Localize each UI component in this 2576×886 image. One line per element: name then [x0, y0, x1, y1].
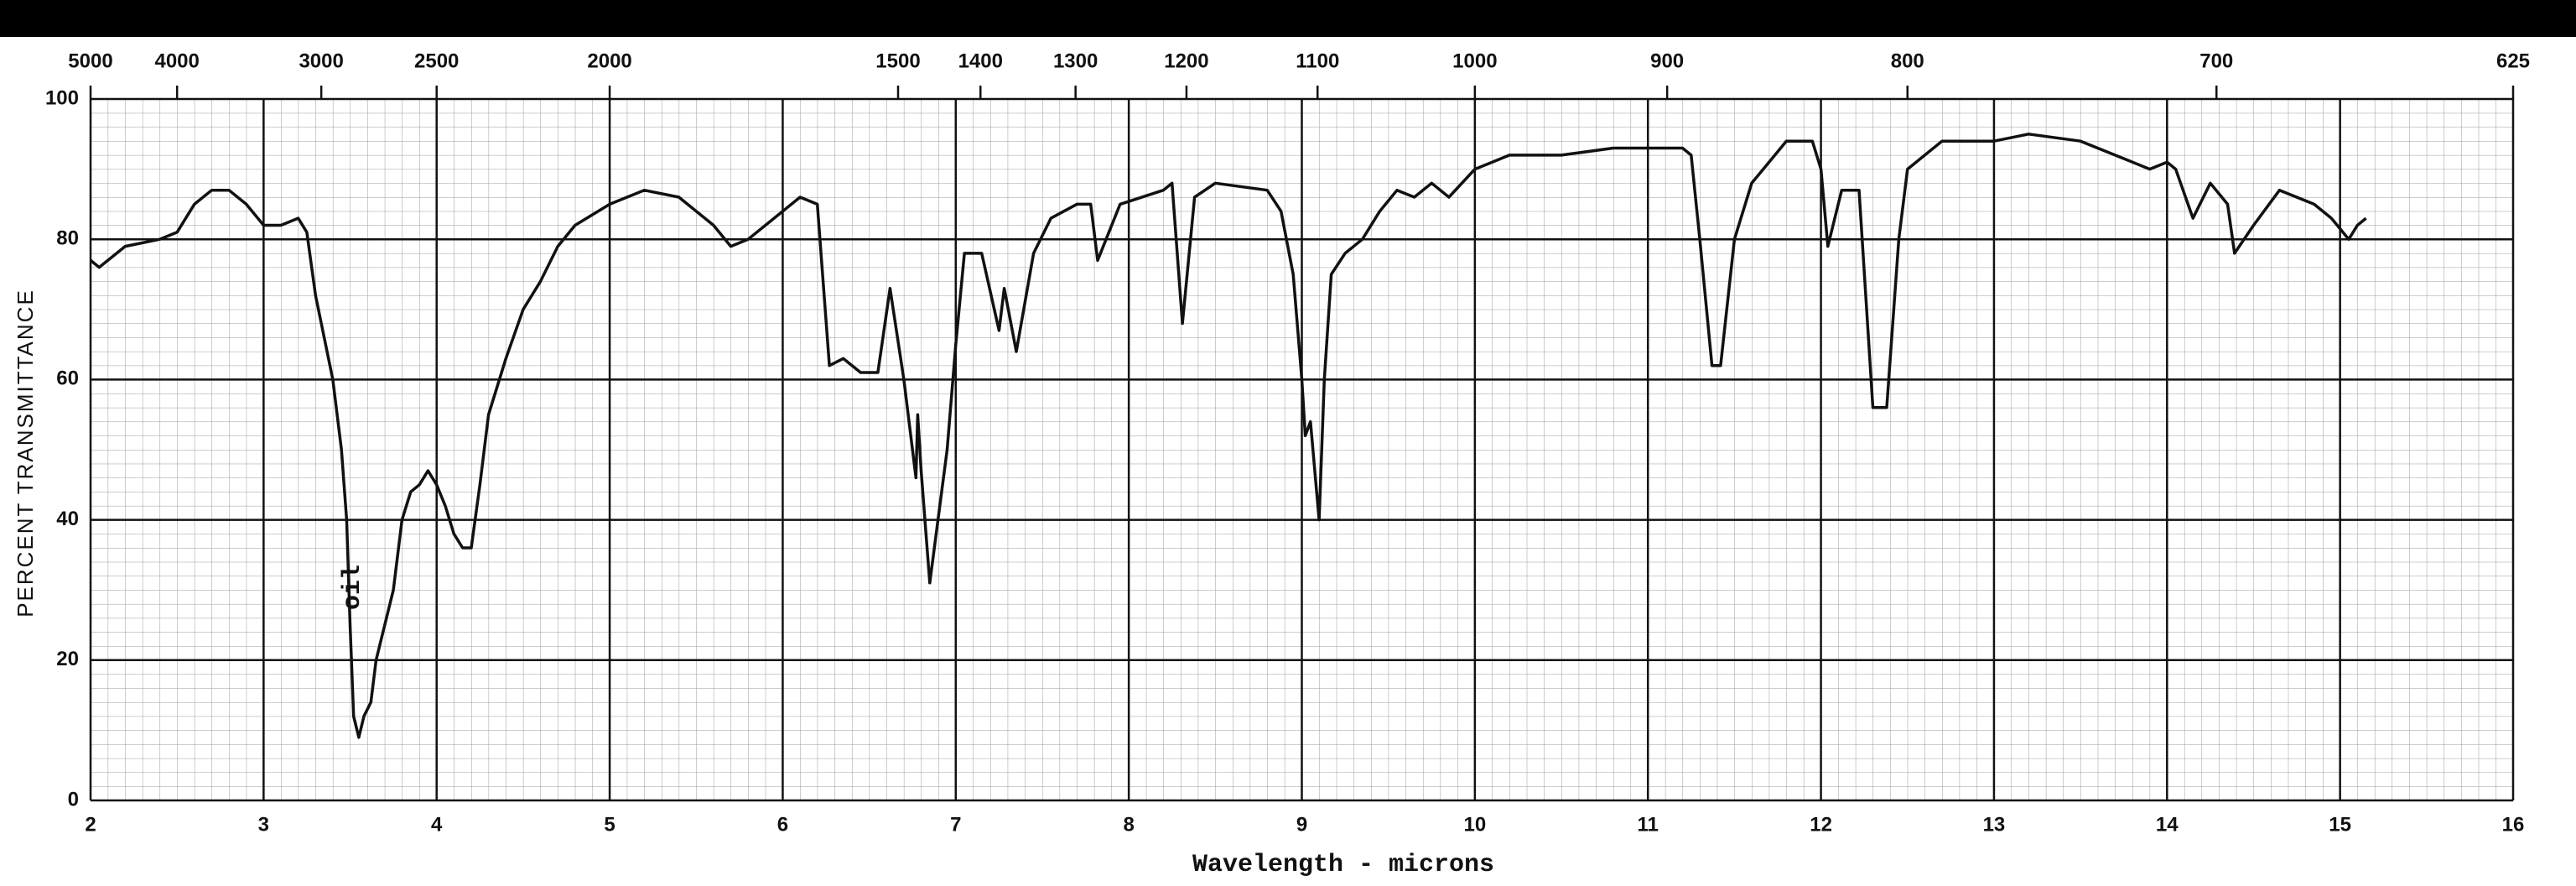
x2-tick-label: 1500 [875, 50, 920, 72]
x2-tick-label: 1300 [1053, 50, 1098, 72]
x2-tick-label: 1100 [1296, 50, 1339, 72]
x-tick-label: 9 [1296, 813, 1307, 836]
x-axis-label: Wavelength - microns [1192, 851, 1494, 879]
x2-tick-label: 625 [2496, 50, 2530, 72]
x2-tick-label: 700 [2199, 50, 2233, 72]
annotation: oil [339, 565, 367, 610]
x2-tick-label: 800 [1891, 50, 1924, 72]
header-band [0, 0, 2576, 37]
x2-tick-label: 5000 [68, 50, 112, 72]
y-tick-label: 80 [56, 227, 79, 250]
x2-tick-label: 1200 [1164, 50, 1208, 72]
y-tick-label: 100 [45, 86, 79, 109]
x-tick-label: 6 [777, 813, 788, 836]
x-tick-label: 2 [85, 813, 96, 836]
x2-tick-label: 2500 [414, 50, 459, 72]
x2-tick-label: 900 [1650, 50, 1684, 72]
y-tick-label: 20 [56, 648, 79, 670]
x-tick-label: 7 [950, 813, 961, 836]
x2-tick-label: 4000 [154, 50, 199, 72]
y-tick-label: 0 [68, 788, 79, 810]
x-tick-label: 16 [2502, 813, 2525, 836]
x-tick-label: 4 [431, 813, 443, 836]
x2-tick-label: 2000 [587, 50, 631, 72]
y-tick-label: 60 [56, 367, 79, 390]
x-tick-label: 15 [2329, 813, 2351, 836]
x-tick-label: 8 [1123, 813, 1134, 836]
x-tick-label: 12 [1810, 813, 1832, 836]
y-axis-label: PERCENT TRANSMITTANCE [13, 289, 38, 618]
x-tick-label: 13 [1983, 813, 2006, 836]
y-tick-label: 40 [56, 508, 79, 530]
x-tick-label: 3 [258, 813, 269, 836]
x2-tick-label: 1400 [958, 50, 1003, 72]
x2-tick-label: 1000 [1452, 50, 1497, 72]
spectrum-line [89, 133, 2367, 739]
x-tick-label: 10 [1464, 813, 1487, 836]
x-tick-label: 14 [2156, 813, 2179, 836]
x-tick-label: 5 [604, 813, 615, 836]
x-tick-label: 11 [1638, 813, 1659, 836]
x2-tick-label: 3000 [299, 50, 343, 72]
